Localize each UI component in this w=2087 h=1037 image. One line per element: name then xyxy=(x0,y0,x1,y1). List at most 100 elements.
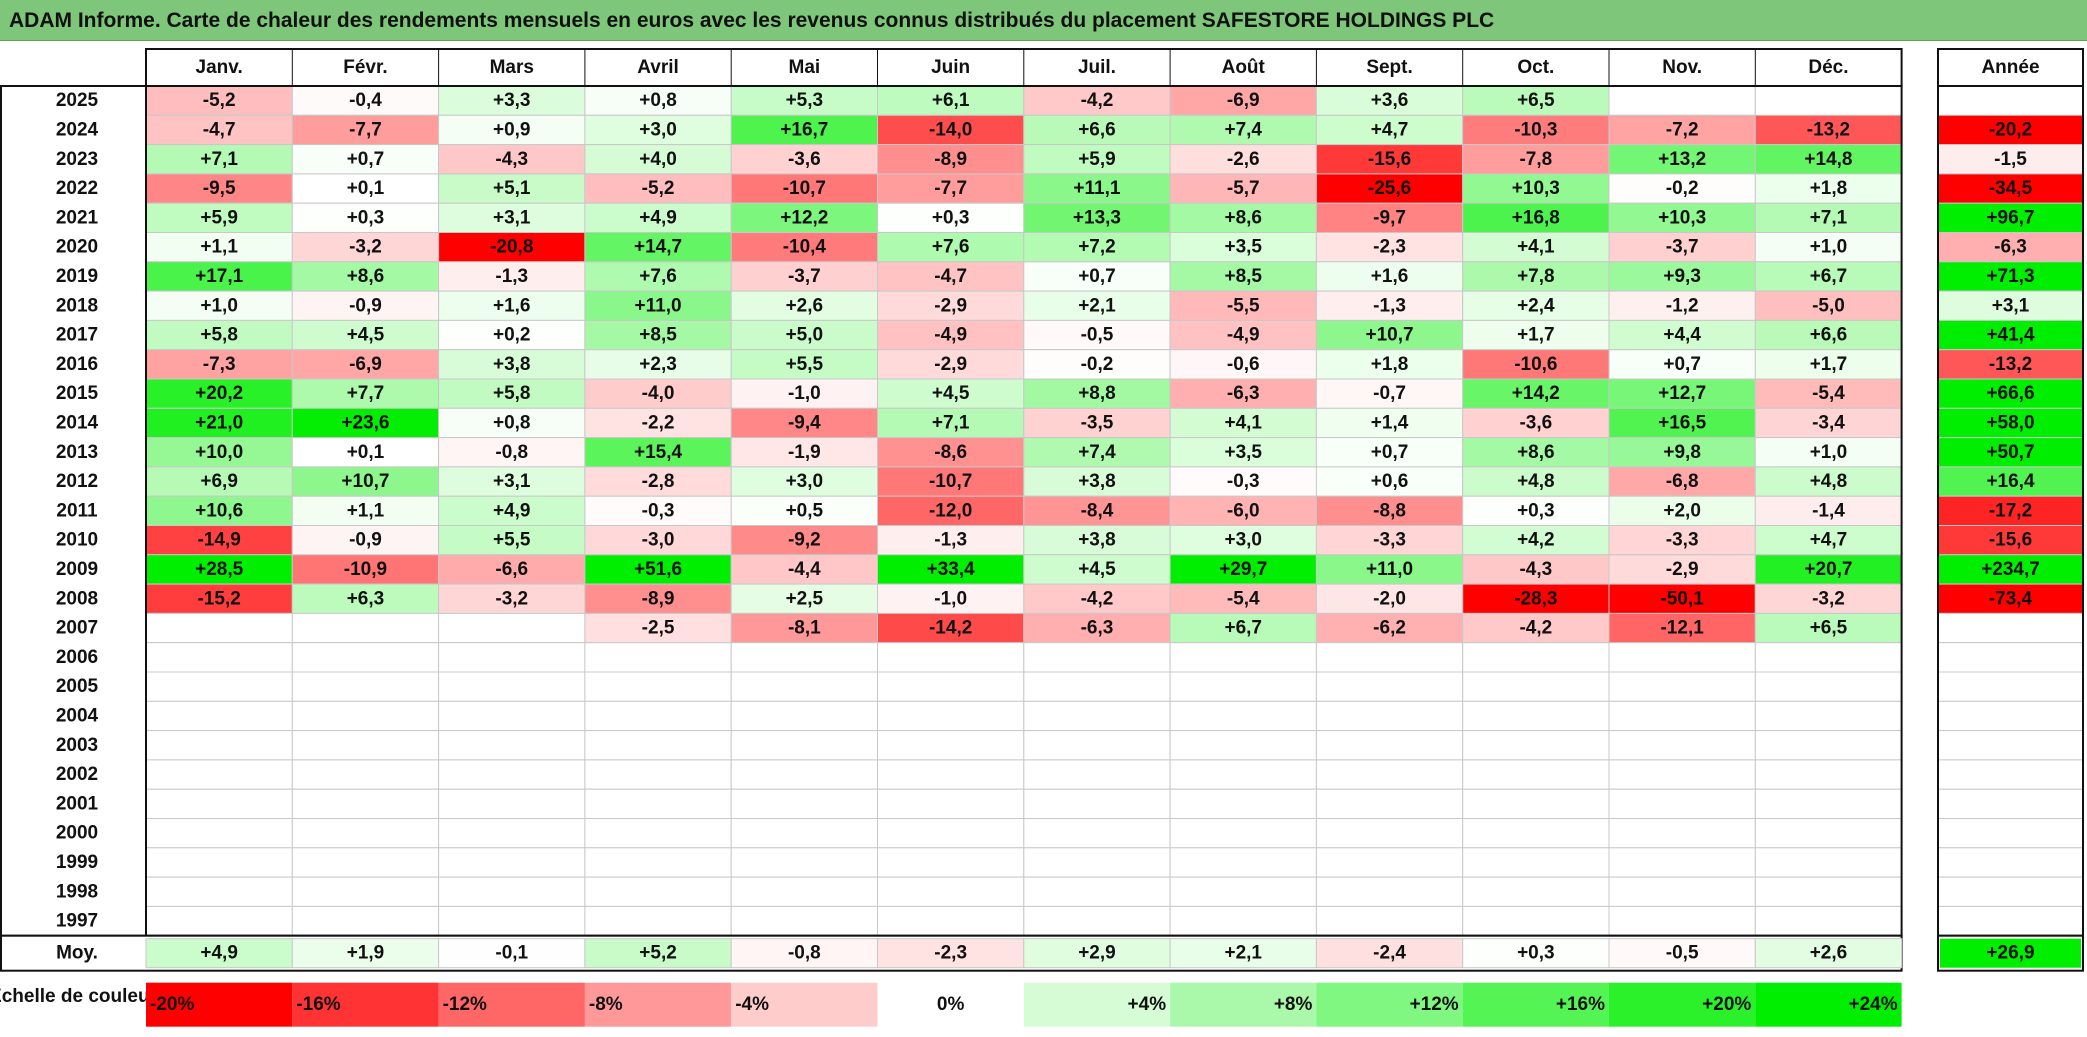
average-cell xyxy=(730,938,879,969)
annual-cell xyxy=(1937,202,2084,233)
heatmap-cell xyxy=(1023,818,1171,849)
heatmap-cell xyxy=(438,114,586,146)
heatmap-cell xyxy=(1608,407,1756,439)
heatmap-cell xyxy=(1608,114,1756,146)
average-cell xyxy=(584,938,732,969)
heatmap-cell xyxy=(291,818,440,849)
heatmap-cell-value: +1,0 xyxy=(200,295,238,316)
color-scale-swatch xyxy=(438,982,585,1027)
heatmap-cell xyxy=(1462,173,1610,204)
heatmap-cell xyxy=(438,612,586,644)
heatmap-cell xyxy=(1754,85,1903,116)
heatmap-cell xyxy=(730,876,879,907)
heatmap-cell-value: -0,7 xyxy=(1373,383,1406,404)
heatmap-cell xyxy=(730,788,879,820)
color-scale-tick: +12% xyxy=(1410,994,1459,1015)
heatmap-cell xyxy=(1462,818,1610,849)
heatmap-cell-value: +0,7 xyxy=(1663,354,1701,375)
heatmap-cell-value: +14,8 xyxy=(1804,149,1852,170)
heatmap-cell xyxy=(877,642,1025,673)
heatmap-cell-value: -13,2 xyxy=(1807,119,1850,140)
heatmap-cell-value: +8,8 xyxy=(1078,383,1116,404)
heatmap-cell-value: +16,5 xyxy=(1658,412,1707,433)
heatmap-cell xyxy=(1023,642,1171,673)
heatmap-cell-value: +3,8 xyxy=(1078,530,1116,551)
annual-cell-value: -20,2 xyxy=(1989,119,2032,140)
annual-cell xyxy=(1937,261,2084,292)
heatmap-cell-value: -1,0 xyxy=(934,588,967,609)
heatmap-cell-value: -3,6 xyxy=(1519,412,1552,433)
color-scale-label: Echelle de couleur xyxy=(0,986,158,1007)
heatmap-cell xyxy=(438,378,586,409)
heatmap-cell-value: -2,0 xyxy=(1373,588,1406,609)
heatmap-cell xyxy=(1023,114,1171,146)
year-label: 2023 xyxy=(56,149,98,170)
heatmap-cell xyxy=(584,788,732,820)
heatmap-cell-value: +11,1 xyxy=(1073,178,1120,199)
color-scale-tick: -8% xyxy=(589,994,623,1015)
heatmap-cell xyxy=(730,642,879,673)
heatmap-cell xyxy=(1608,818,1756,849)
year-label: 2012 xyxy=(56,471,98,492)
heatmap-cell xyxy=(1023,612,1171,644)
heatmap-cell-value: -5,0 xyxy=(1812,295,1845,316)
heatmap-cell xyxy=(1608,261,1756,292)
heatmap-cell xyxy=(877,290,1025,321)
heatmap-cell-value: -0,2 xyxy=(1081,354,1114,375)
heatmap-cell-value: -3,3 xyxy=(1666,530,1699,551)
heatmap-cell-value: -2,9 xyxy=(934,295,967,316)
heatmap-cell-value: +4,0 xyxy=(639,149,677,170)
annual-cell-value: -34,5 xyxy=(1989,178,2033,199)
average-cell xyxy=(1608,938,1756,969)
heatmap-cell xyxy=(1169,319,1317,351)
heatmap-cell-value: +3,5 xyxy=(1224,442,1262,463)
heatmap-cell xyxy=(1315,905,1464,937)
heatmap-cell-value: +3,8 xyxy=(493,354,531,375)
heatmap-cell-value: -0,3 xyxy=(1227,471,1260,492)
heatmap-cell xyxy=(1315,378,1464,409)
average-cell xyxy=(1315,938,1464,969)
heatmap-cell xyxy=(1315,466,1464,497)
heatmap-cell-value: +0,7 xyxy=(1078,266,1116,287)
year-label: 2003 xyxy=(56,735,98,756)
heatmap-cell-value: -10,4 xyxy=(783,237,827,258)
year-label: 2004 xyxy=(56,705,99,726)
heatmap-cell-value: +17,1 xyxy=(195,266,244,287)
month-header-label: Sept. xyxy=(1366,57,1412,78)
average-cell xyxy=(145,938,293,969)
heatmap-cell xyxy=(1754,232,1903,263)
heatmap-cell-value: +1,6 xyxy=(1371,266,1409,287)
heatmap-cell xyxy=(291,466,440,497)
heatmap-cell xyxy=(291,349,440,380)
heatmap-cell-value: +20,7 xyxy=(1804,559,1852,580)
heatmap-cell-value: +12,7 xyxy=(1658,383,1706,404)
average-cell-value: +4,9 xyxy=(200,943,238,964)
heatmap-cell xyxy=(1023,671,1171,702)
heatmap-cell-value: +6,9 xyxy=(200,471,238,492)
annual-cell-value: +50,7 xyxy=(1986,442,2034,463)
heatmap-cell xyxy=(1754,818,1903,849)
heatmap-cell-value: +4,7 xyxy=(1810,530,1848,551)
heatmap-cell-value: -10,7 xyxy=(929,471,972,492)
heatmap-cell xyxy=(1462,261,1610,292)
heatmap-cell xyxy=(1754,847,1903,878)
heatmap-cell-value: +15,4 xyxy=(634,442,683,463)
heatmap-cell-value: -1,0 xyxy=(788,383,821,404)
heatmap-cell-value: -2,3 xyxy=(1373,237,1406,258)
heatmap-cell-value: +6,5 xyxy=(1810,618,1848,639)
year-label: 2017 xyxy=(56,325,98,346)
heatmap-cell xyxy=(1462,671,1610,702)
heatmap-cell-value: -14,2 xyxy=(929,618,972,639)
heatmap-cell-value: +3,6 xyxy=(1371,90,1409,111)
heatmap-cell xyxy=(291,847,440,878)
heatmap-cell xyxy=(584,583,732,614)
heatmap-cell xyxy=(1169,349,1317,380)
heatmap-cell xyxy=(877,818,1025,849)
heatmap-cell xyxy=(1023,437,1171,468)
heatmap-cell-value: +13,3 xyxy=(1073,207,1121,228)
annual-cell-value: -17,2 xyxy=(1989,500,2032,521)
heatmap-cell-value: +0,3 xyxy=(347,207,385,228)
heatmap-cell xyxy=(1608,642,1756,673)
heatmap-cell xyxy=(438,144,586,175)
year-label: 2008 xyxy=(56,588,98,609)
